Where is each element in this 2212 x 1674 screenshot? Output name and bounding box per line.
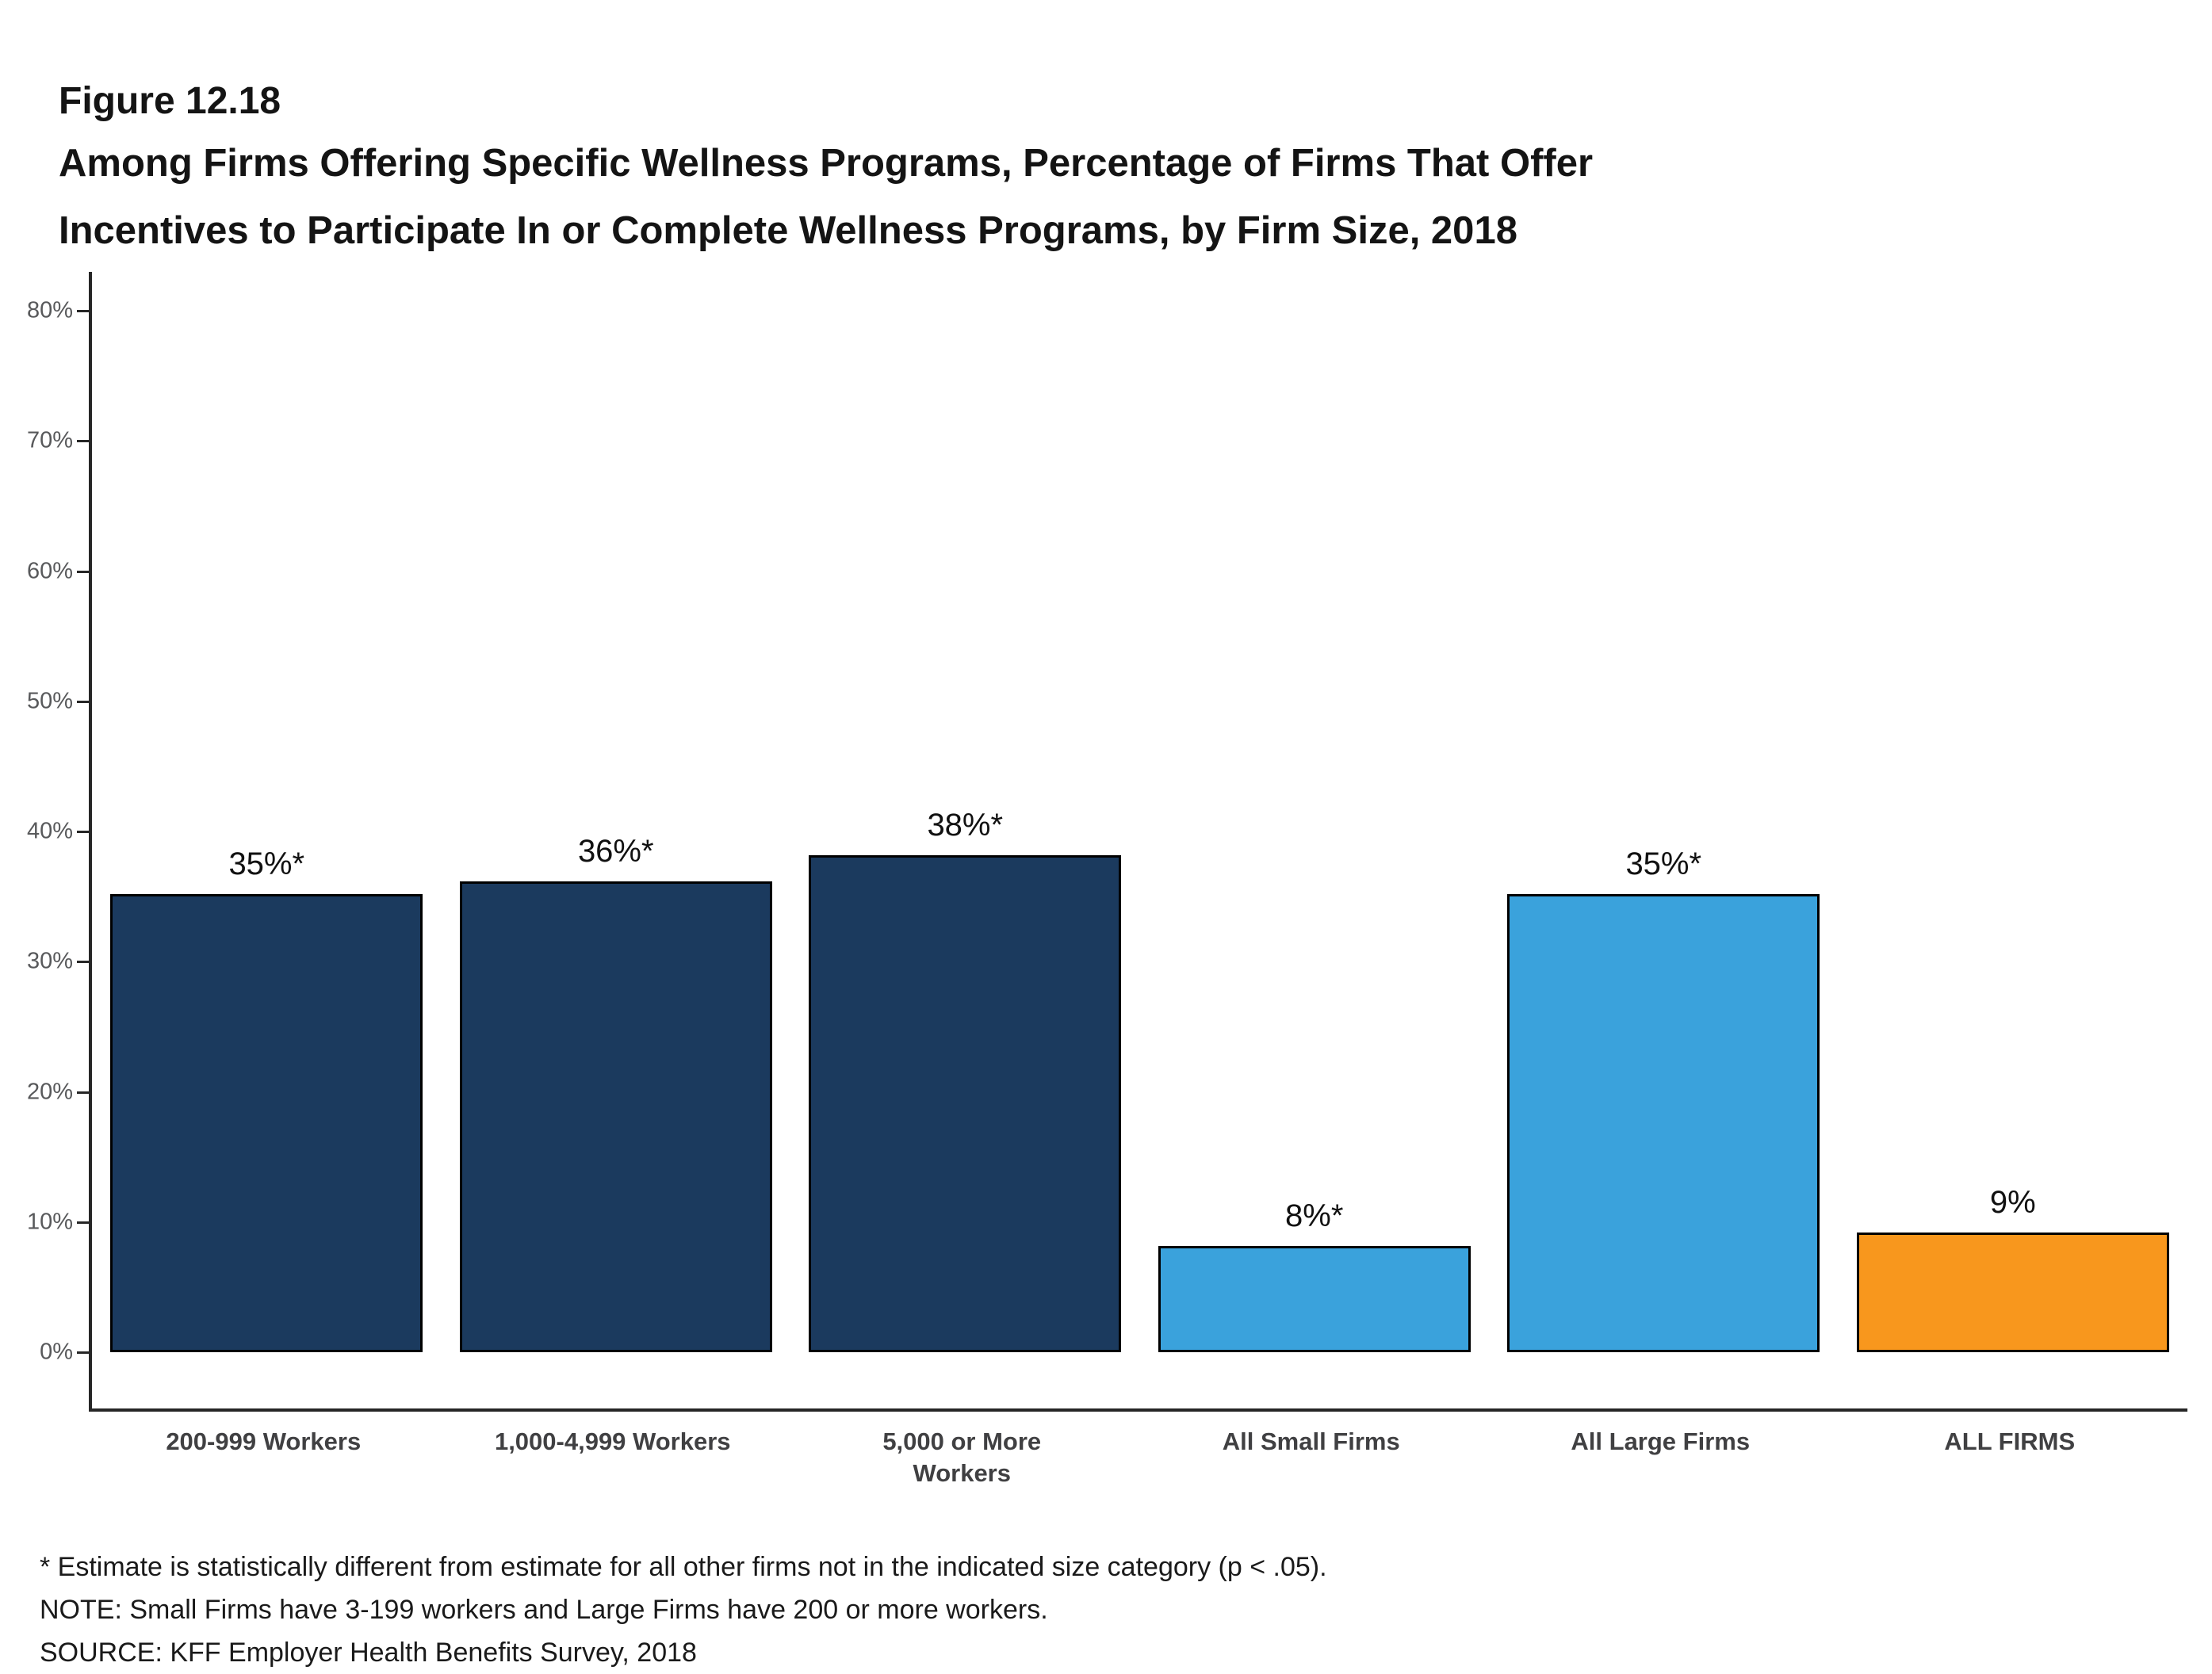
bar [110, 894, 423, 1352]
bar [1856, 1233, 2169, 1352]
bar [809, 854, 1122, 1352]
x-axis-category-label: ALL FIRMS [1944, 1427, 2076, 1455]
footnote-statistical: * Estimate is statistically different fr… [40, 1552, 1327, 1582]
y-axis-tick-label: 30% [26, 948, 73, 974]
bar-value-label: 38%* [927, 807, 1004, 843]
x-axis-category-label: All Small Firms [1222, 1427, 1400, 1455]
y-axis-tick-label: 60% [26, 558, 73, 583]
y-axis-tick-mark [77, 1091, 89, 1094]
y-axis-tick-label: 0% [40, 1339, 73, 1365]
y-axis-tick-mark [77, 961, 89, 964]
footnote-source: SOURCE: KFF Employer Health Benefits Sur… [40, 1638, 697, 1668]
y-axis-tick-label: 80% [26, 297, 73, 323]
chart-title-line-1: Among Firms Offering Specific Wellness P… [59, 142, 1594, 185]
footnote-note: NOTE: Small Firms have 3-199 workers and… [40, 1595, 1048, 1625]
bar-value-label: 35%* [1625, 847, 1702, 882]
figure-number-label: Figure 12.18 [59, 80, 281, 122]
y-axis-tick-label: 50% [26, 688, 73, 714]
x-axis-category-label: 200-999 Workers [166, 1427, 362, 1455]
x-axis-category-label: 1,000-4,999 Workers [494, 1427, 731, 1455]
y-axis-tick-label: 20% [26, 1079, 73, 1104]
y-axis-tick-mark [77, 310, 89, 312]
x-axis-category-label: All Large Firms [1571, 1427, 1751, 1455]
y-axis-tick-label: 10% [26, 1209, 73, 1235]
bar-value-label: 9% [1989, 1185, 2036, 1221]
bar [1158, 1245, 1471, 1352]
bar-value-label: 8%* [1285, 1198, 1344, 1233]
y-axis-tick-mark [77, 831, 89, 833]
y-axis-tick-label: 70% [26, 427, 73, 453]
bar-value-label: 35%* [228, 847, 305, 882]
bar [459, 881, 772, 1352]
y-axis-tick-label: 40% [26, 818, 73, 844]
chart-footnotes: * Estimate is statistically different fr… [0, 1546, 2212, 1674]
y-axis-tick-mark [77, 440, 89, 443]
chart-header: Figure 12.18 Among Firms Offering Specif… [0, 0, 2212, 265]
bar [1507, 894, 1820, 1352]
y-axis-tick-mark [77, 1351, 89, 1354]
chart-title-line-2: Incentives to Participate In or Complete… [59, 209, 1517, 252]
bar-value-label: 36%* [577, 833, 654, 869]
y-axis-tick-mark [77, 700, 89, 703]
y-axis-tick-mark [77, 1221, 89, 1224]
bar-chart: 35%* 36%* 38%* 8%* 35%* 9% 0% 10% 20% 30% 40% 50% 6… [0, 272, 2212, 1492]
y-axis-tick-mark [77, 570, 89, 573]
x-axis-category-label: 5,000 or More Workers [882, 1427, 1042, 1487]
plot-area: 35%* 36%* 38%* 8%* 35%* 9% [89, 272, 2187, 1412]
